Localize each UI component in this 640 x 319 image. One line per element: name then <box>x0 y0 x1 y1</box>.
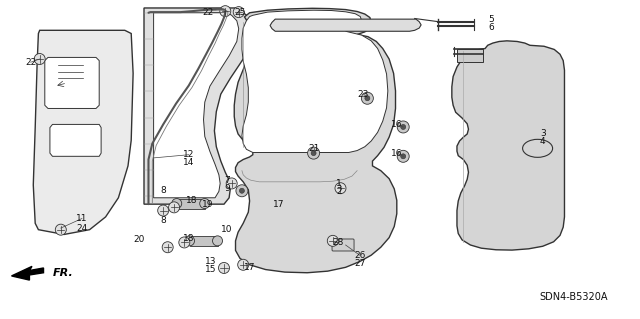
Circle shape <box>162 242 173 253</box>
Circle shape <box>236 185 248 197</box>
Text: 15: 15 <box>205 265 217 274</box>
Circle shape <box>401 124 406 130</box>
Text: 11: 11 <box>76 214 88 223</box>
Circle shape <box>226 178 237 189</box>
Polygon shape <box>189 236 218 246</box>
Circle shape <box>327 235 339 246</box>
Text: 13: 13 <box>205 257 217 266</box>
Text: 10: 10 <box>221 225 233 234</box>
Text: 12: 12 <box>183 150 195 159</box>
Circle shape <box>55 224 67 235</box>
Circle shape <box>200 198 210 209</box>
Polygon shape <box>457 49 483 62</box>
Circle shape <box>397 150 409 162</box>
Text: 14: 14 <box>183 158 195 167</box>
Circle shape <box>212 236 223 246</box>
Circle shape <box>365 96 370 101</box>
Text: 23: 23 <box>358 90 369 99</box>
Polygon shape <box>144 8 253 204</box>
Circle shape <box>362 92 373 104</box>
Text: 3: 3 <box>540 129 545 138</box>
Circle shape <box>168 202 180 213</box>
Text: 4: 4 <box>540 137 545 146</box>
Circle shape <box>397 121 409 133</box>
Polygon shape <box>234 8 397 273</box>
Text: 17: 17 <box>273 200 284 209</box>
Text: 9: 9 <box>225 184 230 193</box>
Text: 1: 1 <box>337 179 342 188</box>
Text: 8: 8 <box>161 186 166 195</box>
FancyBboxPatch shape <box>332 239 354 251</box>
Text: 5: 5 <box>489 15 494 24</box>
Text: 28: 28 <box>332 238 344 247</box>
Text: 22: 22 <box>25 58 36 67</box>
Circle shape <box>34 54 45 64</box>
Circle shape <box>157 205 169 216</box>
Circle shape <box>233 7 244 18</box>
Text: 16: 16 <box>391 120 403 129</box>
Circle shape <box>311 151 316 156</box>
Circle shape <box>335 183 346 194</box>
Polygon shape <box>154 13 239 198</box>
Circle shape <box>179 237 190 248</box>
Text: 27: 27 <box>354 259 365 268</box>
Polygon shape <box>12 266 44 280</box>
Circle shape <box>184 236 195 246</box>
Text: 18: 18 <box>183 234 195 243</box>
Text: 25: 25 <box>234 8 246 17</box>
Circle shape <box>239 188 244 193</box>
Polygon shape <box>33 30 133 234</box>
Circle shape <box>308 147 319 159</box>
Polygon shape <box>270 19 421 31</box>
Text: 21: 21 <box>308 144 319 153</box>
Text: 7: 7 <box>225 176 230 185</box>
Polygon shape <box>242 10 388 152</box>
Circle shape <box>401 154 406 159</box>
Text: 17: 17 <box>244 263 255 272</box>
Circle shape <box>172 198 182 209</box>
Polygon shape <box>452 41 564 250</box>
Text: 26: 26 <box>354 251 365 260</box>
Text: 16: 16 <box>391 149 403 158</box>
Polygon shape <box>45 57 99 108</box>
Text: 24: 24 <box>76 224 88 233</box>
Text: 20: 20 <box>134 235 145 244</box>
Circle shape <box>237 259 249 270</box>
Circle shape <box>220 6 231 17</box>
Text: 6: 6 <box>489 23 494 32</box>
Text: 19: 19 <box>202 200 214 209</box>
Circle shape <box>218 263 230 273</box>
Polygon shape <box>177 198 205 209</box>
Text: FR.: FR. <box>52 268 73 278</box>
Polygon shape <box>50 124 101 156</box>
Text: 2: 2 <box>337 187 342 196</box>
Text: 22: 22 <box>202 8 214 17</box>
Text: SDN4-B5320A: SDN4-B5320A <box>540 292 608 302</box>
Text: 8: 8 <box>161 216 166 225</box>
Text: 18: 18 <box>186 196 198 205</box>
